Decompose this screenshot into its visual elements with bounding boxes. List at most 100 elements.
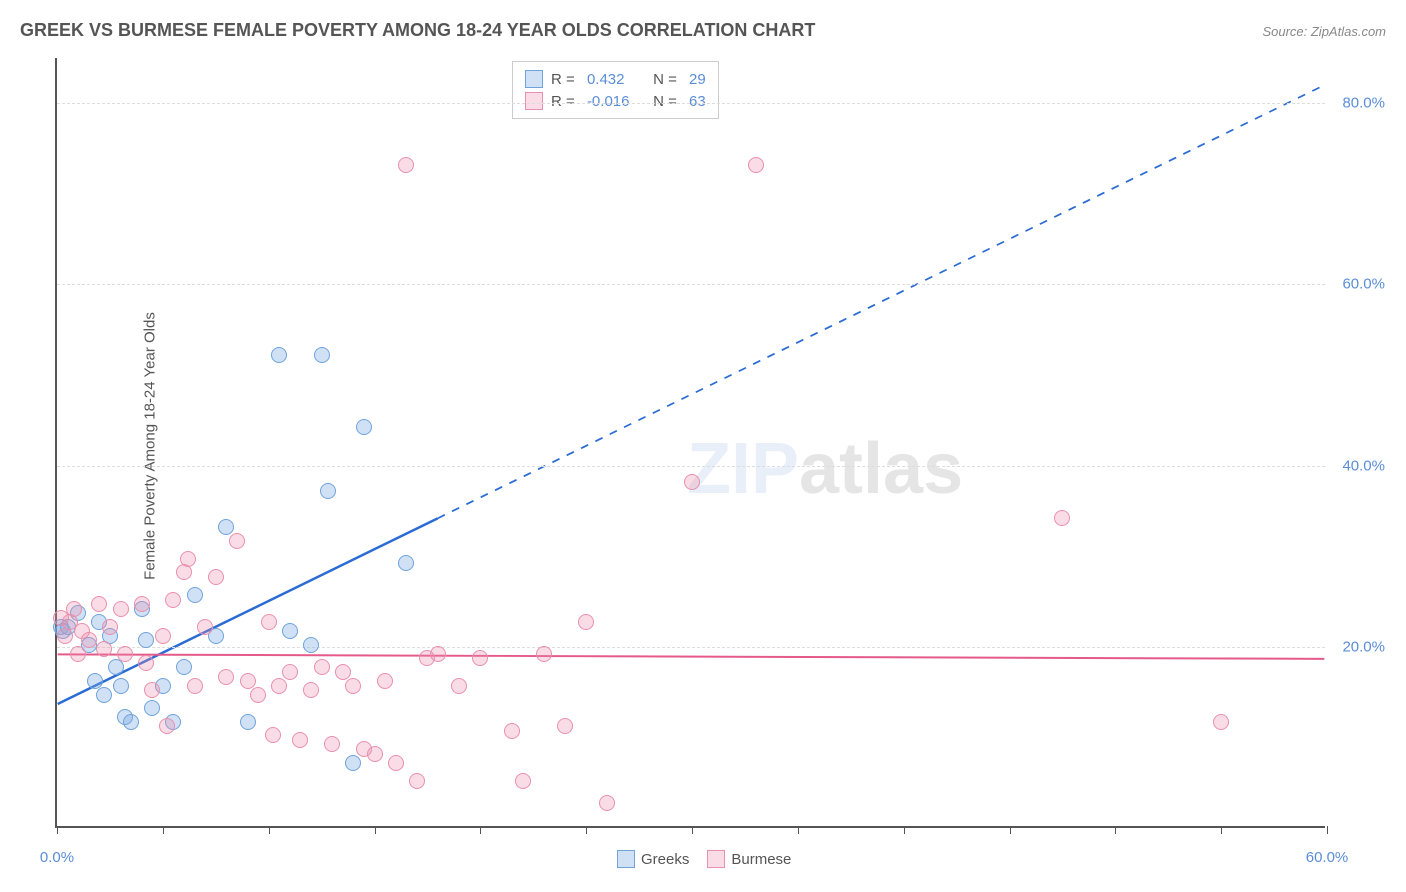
legend-swatch [617, 850, 635, 868]
legend-r-label: R = [551, 71, 579, 88]
x-tick [1010, 826, 1011, 834]
scatter-point [180, 551, 196, 567]
scatter-point [684, 474, 700, 490]
y-tick-label: 80.0% [1330, 95, 1385, 112]
trend-lines [57, 58, 1325, 826]
x-tick [692, 826, 693, 834]
gridline [57, 103, 1325, 104]
scatter-point [377, 673, 393, 689]
scatter-point [117, 646, 133, 662]
scatter-point [102, 619, 118, 635]
scatter-point [578, 614, 594, 630]
legend-item: Burmese [707, 850, 791, 868]
x-tick [586, 826, 587, 834]
scatter-point [240, 673, 256, 689]
x-tick-label: 0.0% [40, 849, 74, 866]
scatter-point [748, 157, 764, 173]
scatter-point [57, 628, 73, 644]
trend-line-solid [58, 654, 1325, 659]
scatter-point [303, 637, 319, 653]
scatter-point [176, 564, 192, 580]
legend-r-label: R = [551, 93, 579, 110]
scatter-point [229, 533, 245, 549]
scatter-point [271, 347, 287, 363]
scatter-point [197, 619, 213, 635]
scatter-point [144, 700, 160, 716]
x-tick [375, 826, 376, 834]
legend-row: R = 0.432 N = 29 [525, 68, 706, 90]
scatter-point [134, 596, 150, 612]
scatter-point [123, 714, 139, 730]
x-tick [798, 826, 799, 834]
scatter-point [451, 678, 467, 694]
scatter-point [599, 795, 615, 811]
legend-n-value: 63 [689, 93, 706, 110]
scatter-point [398, 157, 414, 173]
scatter-point [187, 678, 203, 694]
x-tick [1221, 826, 1222, 834]
scatter-point [314, 347, 330, 363]
scatter-point [176, 659, 192, 675]
scatter-point [398, 555, 414, 571]
x-tick [1327, 826, 1328, 834]
scatter-point [345, 678, 361, 694]
legend-n-label: N = [649, 93, 681, 110]
scatter-point [335, 664, 351, 680]
scatter-point [218, 519, 234, 535]
correlation-legend: R = 0.432 N = 29R = -0.016 N = 63 [512, 61, 719, 119]
scatter-point [265, 727, 281, 743]
scatter-point [70, 646, 86, 662]
scatter-point [515, 773, 531, 789]
y-tick-label: 40.0% [1330, 457, 1385, 474]
y-tick-label: 20.0% [1330, 638, 1385, 655]
scatter-point [409, 773, 425, 789]
scatter-point [356, 419, 372, 435]
x-tick [163, 826, 164, 834]
x-tick [269, 826, 270, 834]
legend-n-value: 29 [689, 71, 706, 88]
scatter-point [504, 723, 520, 739]
scatter-point [314, 659, 330, 675]
scatter-point [138, 632, 154, 648]
x-tick-label: 60.0% [1306, 849, 1349, 866]
legend-label: Greeks [641, 851, 689, 868]
scatter-point [240, 714, 256, 730]
scatter-point [144, 682, 160, 698]
scatter-point [81, 632, 97, 648]
gridline [57, 284, 1325, 285]
scatter-point [155, 628, 171, 644]
scatter-point [91, 596, 107, 612]
scatter-point [96, 641, 112, 657]
scatter-point [66, 601, 82, 617]
plot-area: ZIPatlas R = 0.432 N = 29R = -0.016 N = … [55, 58, 1325, 828]
source-label: Source: ZipAtlas.com [1262, 24, 1386, 39]
scatter-point [292, 732, 308, 748]
scatter-point [261, 614, 277, 630]
legend-swatch [525, 70, 543, 88]
scatter-point [303, 682, 319, 698]
scatter-point [165, 592, 181, 608]
x-tick [480, 826, 481, 834]
scatter-point [557, 718, 573, 734]
scatter-point [113, 601, 129, 617]
legend-r-value: -0.016 [587, 93, 641, 110]
legend-swatch [525, 92, 543, 110]
y-tick-label: 60.0% [1330, 276, 1385, 293]
legend-label: Burmese [731, 851, 791, 868]
x-tick [904, 826, 905, 834]
scatter-point [367, 746, 383, 762]
scatter-point [324, 736, 340, 752]
scatter-point [388, 755, 404, 771]
scatter-point [1054, 510, 1070, 526]
scatter-point [282, 664, 298, 680]
scatter-point [271, 678, 287, 694]
scatter-point [208, 569, 224, 585]
scatter-point [430, 646, 446, 662]
legend-row: R = -0.016 N = 63 [525, 90, 706, 112]
scatter-point [96, 687, 112, 703]
chart-title: GREEK VS BURMESE FEMALE POVERTY AMONG 18… [20, 20, 815, 41]
gridline [57, 466, 1325, 467]
scatter-point [1213, 714, 1229, 730]
scatter-point [187, 587, 203, 603]
scatter-point [536, 646, 552, 662]
